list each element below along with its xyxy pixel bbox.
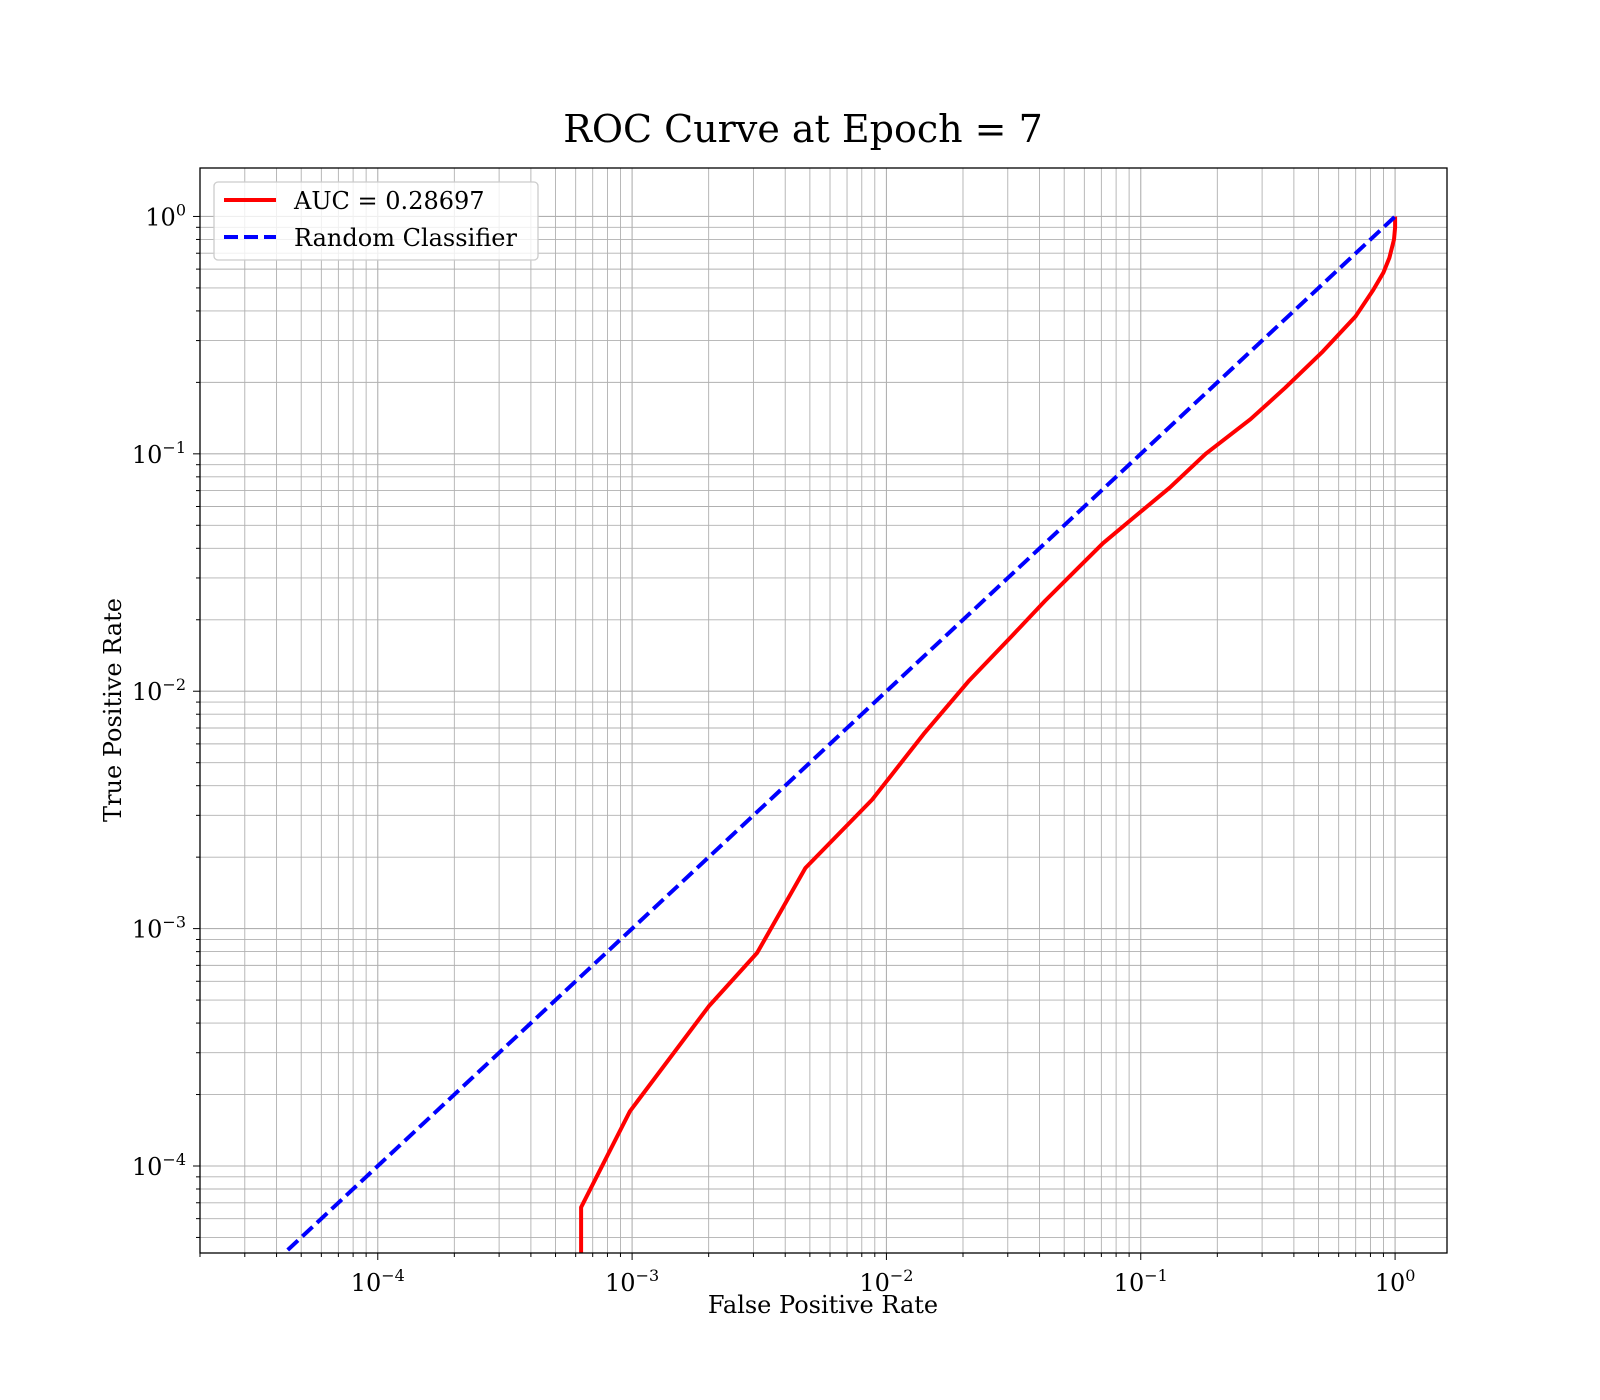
- y-tick-label: 10−2: [132, 675, 186, 706]
- grid: [199, 168, 1447, 1253]
- legend-box: [213, 181, 539, 261]
- y-axis-label: True Positive Rate: [99, 598, 127, 822]
- legend-label-random: Random Classifier: [294, 224, 517, 252]
- y-tick-label: 10−1: [132, 438, 186, 469]
- ticks: 10−4 10−3 10−2 10−1 100 100 10−1 10−2 10−3 10−4: [132, 200, 1416, 1297]
- plot-frame: [199, 167, 1448, 1254]
- chart-title: ROC Curve at Epoch = 7: [563, 107, 1043, 151]
- y-tick-label: 10−3: [132, 913, 186, 944]
- x-axis-label: False Positive Rate: [708, 1291, 938, 1319]
- y-tick-label: 100: [145, 200, 186, 231]
- x-tick-label: 100: [1375, 1266, 1416, 1297]
- legend-label-auc: AUC = 0.28697: [293, 187, 485, 215]
- x-tick-label: 10−4: [351, 1266, 405, 1297]
- roc-curve-line: [579, 216, 1398, 1253]
- x-tick-label: 10−3: [605, 1266, 659, 1297]
- legend: AUC = 0.28697 Random Classifier: [213, 181, 539, 261]
- series-layer: [281, 215, 1398, 1253]
- x-tick-label: 10−1: [1114, 1266, 1168, 1297]
- y-tick-label: 10−4: [132, 1150, 186, 1181]
- x-tick-label: 10−2: [859, 1266, 913, 1297]
- random-classifier-line: [281, 215, 1397, 1253]
